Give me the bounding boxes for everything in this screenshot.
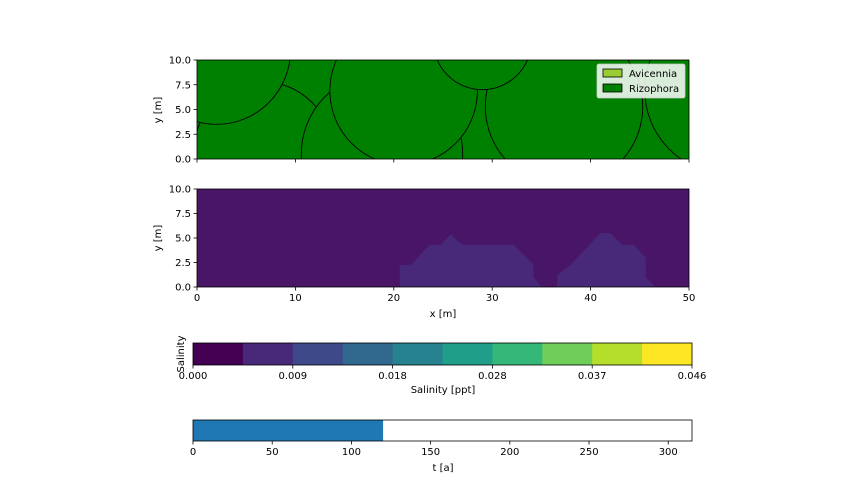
salinity-map-x-ticks: 0 10 20 30 40 50	[194, 287, 696, 304]
salinity-map-xlabel: x [m]	[430, 309, 457, 320]
legend-label-avicennia: Avicennia	[629, 69, 677, 80]
time-tick-label: 50	[266, 447, 279, 458]
salinity-map-ylabel: y [m]	[153, 225, 164, 252]
tree-map-ylabel: y [m]	[153, 97, 164, 124]
colorbar-tick-label: 0.018	[378, 371, 407, 382]
x-tick-label: 30	[486, 293, 499, 304]
y-tick-label: 2.5	[175, 130, 191, 141]
colorbar-segment	[642, 343, 693, 365]
salinity-map-panel: 0.0 2.5 5.0 7.5 10.0 0 10 20 30 40 50 y [m] x [m]	[153, 185, 695, 321]
time-progress-ticks: 0 50 100 150 200 250 300	[190, 441, 678, 458]
colorbar-ylabel: Salinity	[176, 335, 187, 372]
tree-crown-rizophora	[329, 60, 478, 159]
y-tick-label: 2.5	[175, 258, 191, 269]
colorbar-tick-label: 0.028	[478, 371, 507, 382]
salinity-colorbar: 0.000 0.009 0.018 0.028 0.037 0.046 Salinity …	[176, 335, 706, 396]
time-progress-frame	[192, 419, 693, 442]
tree-map-y-ticks: 0.0 2.5 5.0 7.5 10.0	[169, 56, 690, 166]
time-tick-label: 200	[500, 447, 519, 458]
colorbar-segment	[342, 343, 394, 365]
time-tick-label: 100	[342, 447, 361, 458]
y-tick-label: 5.0	[175, 105, 191, 116]
x-tick-label: 0	[194, 293, 200, 304]
time-tick-label: 250	[579, 447, 598, 458]
tree-map-panel: 0.0 2.5 5.0 7.5 10.0 y [m] Avicennia Rizopho…	[153, 56, 690, 166]
x-tick-label: 20	[387, 293, 400, 304]
y-tick-label: 10.0	[169, 185, 191, 196]
time-progress-bar	[193, 420, 384, 441]
species-legend: Avicennia Rizophora	[596, 63, 686, 99]
tree-crown-rizophora	[484, 60, 644, 159]
y-tick-label: 0.0	[175, 155, 191, 166]
colorbar-segments	[193, 343, 693, 365]
colorbar-segment	[242, 343, 294, 365]
colorbar-segment	[542, 343, 593, 365]
time-progress-panel: 0 50 100 150 200 250 300 t [a]	[190, 419, 693, 474]
colorbar-segment	[193, 343, 244, 365]
colorbar-segment	[442, 343, 493, 365]
y-tick-label: 7.5	[175, 80, 191, 91]
time-tick-label: 150	[421, 447, 440, 458]
colorbar-tick-label: 0.046	[678, 371, 707, 382]
colorbar-tick-label: 0.009	[278, 371, 307, 382]
colorbar-segment	[392, 343, 443, 365]
salinity-region	[399, 234, 542, 287]
y-tick-label: 5.0	[175, 234, 191, 245]
x-tick-label: 40	[584, 293, 597, 304]
salinity-region	[557, 233, 656, 287]
time-progress-xlabel: t [a]	[432, 463, 453, 474]
colorbar-tick-label: 0.037	[578, 371, 607, 382]
salinity-regions	[399, 233, 656, 287]
x-tick-label: 50	[683, 293, 696, 304]
colorbar-segment	[592, 343, 643, 365]
y-tick-label: 7.5	[175, 209, 191, 220]
tree-crown-rizophora	[436, 60, 528, 91]
colorbar-segment	[492, 343, 543, 365]
time-tick-label: 0	[190, 447, 196, 458]
colorbar-segment	[292, 343, 344, 365]
legend-swatch-rizophora	[602, 83, 623, 93]
salinity-map-y-ticks: 0.0 2.5 5.0 7.5 10.0	[169, 185, 197, 294]
colorbar-frame	[192, 342, 693, 366]
y-tick-label: 0.0	[175, 283, 191, 294]
x-tick-label: 10	[289, 293, 302, 304]
y-tick-label: 10.0	[169, 56, 191, 67]
tree-crown-rizophora	[197, 60, 291, 125]
legend-swatch-avicennia	[602, 68, 623, 78]
colorbar-ticks: 0.000 0.009 0.018 0.028 0.037 0.046	[179, 365, 707, 382]
legend-label-rizophora: Rizophora	[629, 84, 679, 95]
colorbar-tick-label: 0.000	[179, 371, 208, 382]
time-tick-label: 300	[659, 447, 678, 458]
colorbar-xlabel: Salinity [ppt]	[411, 385, 476, 396]
